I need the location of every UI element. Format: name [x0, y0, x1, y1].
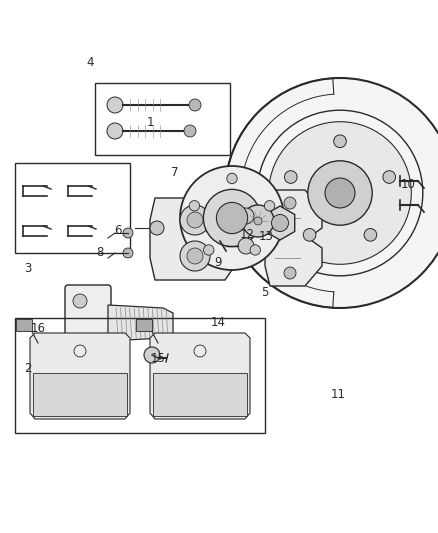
Circle shape — [180, 241, 210, 271]
Text: 5: 5 — [261, 287, 268, 300]
Circle shape — [189, 99, 201, 111]
Bar — [136, 319, 152, 331]
Circle shape — [308, 161, 372, 225]
Text: 6: 6 — [114, 224, 122, 238]
Circle shape — [150, 221, 164, 235]
Circle shape — [123, 228, 133, 238]
Circle shape — [180, 166, 284, 270]
Circle shape — [242, 205, 274, 237]
Polygon shape — [265, 190, 322, 286]
Text: 13: 13 — [258, 230, 273, 244]
Circle shape — [238, 238, 254, 254]
Circle shape — [364, 229, 377, 241]
Circle shape — [107, 97, 123, 113]
Circle shape — [383, 171, 396, 183]
Polygon shape — [150, 198, 240, 280]
Circle shape — [254, 217, 262, 225]
Circle shape — [216, 203, 247, 233]
Bar — [16, 319, 32, 331]
Text: 2: 2 — [24, 361, 32, 375]
Circle shape — [123, 248, 133, 258]
Circle shape — [334, 135, 346, 148]
Circle shape — [227, 173, 237, 184]
Circle shape — [203, 189, 261, 247]
Circle shape — [180, 205, 210, 235]
Text: 14: 14 — [211, 317, 226, 329]
Polygon shape — [150, 333, 250, 419]
Circle shape — [187, 212, 203, 228]
Circle shape — [107, 123, 123, 139]
FancyBboxPatch shape — [65, 285, 111, 361]
Text: 11: 11 — [331, 389, 346, 401]
Circle shape — [284, 267, 296, 279]
Polygon shape — [30, 333, 130, 419]
Text: 3: 3 — [25, 262, 32, 274]
Circle shape — [187, 248, 203, 264]
Polygon shape — [265, 206, 295, 240]
Circle shape — [325, 178, 355, 208]
Circle shape — [265, 200, 275, 211]
Circle shape — [144, 347, 160, 363]
Circle shape — [204, 245, 214, 255]
Circle shape — [284, 197, 296, 209]
Text: 8: 8 — [96, 246, 104, 260]
Text: 10: 10 — [401, 179, 415, 191]
Circle shape — [250, 245, 261, 255]
Circle shape — [272, 214, 289, 231]
Circle shape — [284, 171, 297, 183]
Polygon shape — [153, 373, 247, 416]
Bar — [15, 318, 265, 433]
Polygon shape — [108, 305, 173, 341]
Circle shape — [189, 200, 200, 211]
Circle shape — [225, 78, 438, 308]
Bar — [15, 163, 130, 253]
Text: 9: 9 — [214, 256, 222, 270]
Circle shape — [73, 338, 87, 352]
Circle shape — [184, 125, 196, 137]
Circle shape — [268, 122, 411, 264]
Text: 15: 15 — [151, 351, 166, 365]
Text: 1: 1 — [146, 117, 154, 130]
Bar — [95, 83, 230, 155]
Text: 16: 16 — [31, 321, 46, 335]
Circle shape — [238, 208, 254, 224]
Circle shape — [73, 294, 87, 308]
Text: 7: 7 — [171, 166, 179, 180]
Polygon shape — [33, 373, 127, 416]
Text: 12: 12 — [240, 229, 254, 241]
Circle shape — [303, 229, 316, 241]
Text: 4: 4 — [86, 56, 94, 69]
